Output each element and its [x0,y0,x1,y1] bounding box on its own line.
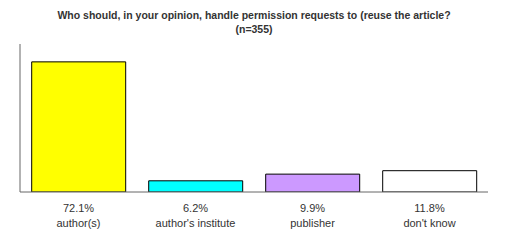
svg-text:9.9%: 9.9% [300,202,325,214]
svg-text:72.1%: 72.1% [63,202,94,214]
html-text:Who should, in your opinion, h: Who should, in your opinion, handle perm… [57,9,451,21]
svg-text:6.2%: 6.2% [183,202,208,214]
svg-text:11.8%: 11.8% [414,202,445,214]
svg-text:author(s): author(s) [56,217,100,229]
svg-text:don't know: don't know [403,217,455,229]
svg-text:author's institute: author's institute [156,217,236,229]
svg-text:publisher: publisher [290,217,335,229]
html-text:(n=355): (n=355) [235,23,273,35]
